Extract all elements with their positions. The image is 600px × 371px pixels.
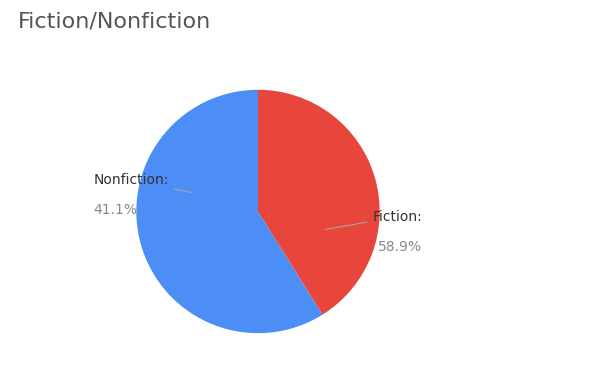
Text: Nonfiction:: Nonfiction: [94,173,191,193]
Wedge shape [258,90,380,315]
Text: Fiction/Nonfiction: Fiction/Nonfiction [18,11,211,31]
Text: Fiction:: Fiction: [325,210,422,230]
Text: 58.9%: 58.9% [378,240,422,254]
Text: 41.1%: 41.1% [94,203,138,217]
Wedge shape [136,90,323,333]
